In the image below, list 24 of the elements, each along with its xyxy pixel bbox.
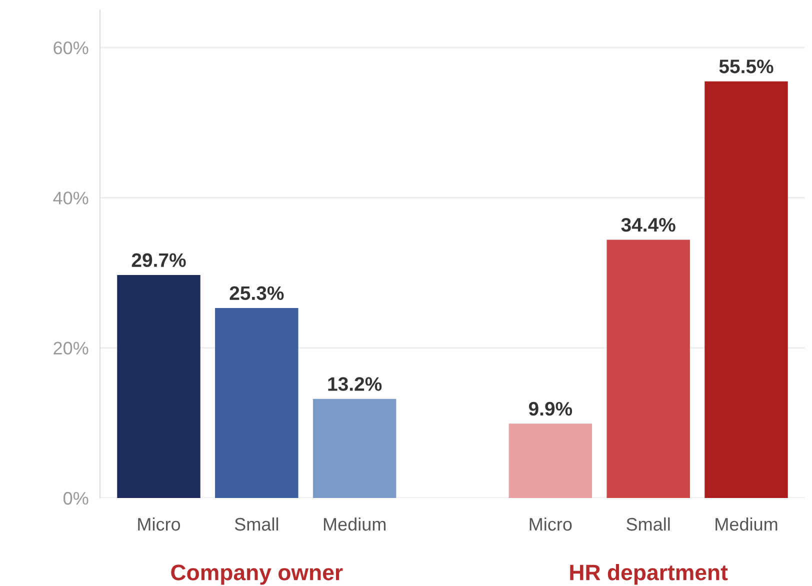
y-tick-label: 40% xyxy=(53,192,88,204)
x-tick-label: Medium xyxy=(324,517,386,531)
x-tick-label: Micro xyxy=(530,517,572,531)
x-tick-label: Small xyxy=(234,517,278,531)
data-label: 55.5% xyxy=(719,60,774,74)
data-label: 13.2% xyxy=(328,377,382,391)
x-tick-label: Medium xyxy=(716,517,778,531)
bar xyxy=(117,275,200,498)
text: Company owner xyxy=(171,564,343,585)
data-label: 9.9% xyxy=(528,402,572,416)
bar xyxy=(215,308,298,498)
bar xyxy=(312,398,396,498)
data-label: 25.3% xyxy=(230,286,284,300)
y-tick-label: 0% xyxy=(64,492,88,505)
y-tick-label: 60% xyxy=(54,41,88,54)
x-tick-label: Micro xyxy=(138,517,180,531)
bar xyxy=(704,81,788,498)
data-label: 29.7% xyxy=(132,253,186,268)
bar xyxy=(606,240,690,498)
bar xyxy=(508,424,592,498)
x-tick-label: Small xyxy=(626,517,670,531)
text: HR department xyxy=(570,564,728,585)
data-label: 34.4% xyxy=(621,218,676,232)
y-tick-label: 20% xyxy=(54,342,88,355)
